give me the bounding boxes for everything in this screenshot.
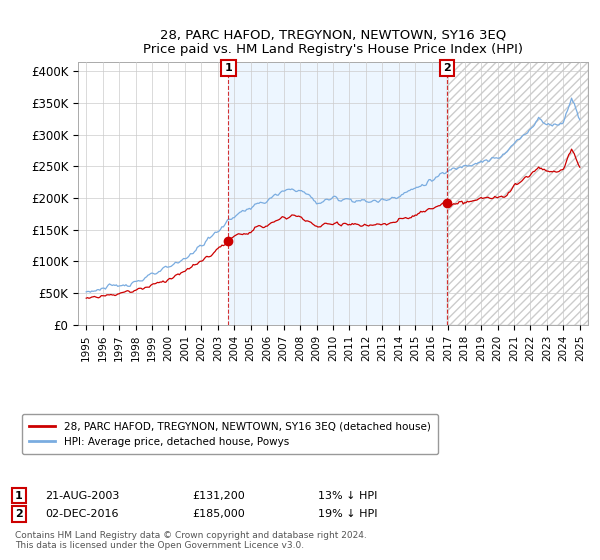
Text: 21-AUG-2003: 21-AUG-2003 xyxy=(45,491,119,501)
Text: 02-DEC-2016: 02-DEC-2016 xyxy=(45,509,119,519)
Text: 13% ↓ HPI: 13% ↓ HPI xyxy=(318,491,377,501)
Legend: 28, PARC HAFOD, TREGYNON, NEWTOWN, SY16 3EQ (detached house), HPI: Average price: 28, PARC HAFOD, TREGYNON, NEWTOWN, SY16 … xyxy=(22,414,438,454)
Text: £131,200: £131,200 xyxy=(192,491,245,501)
Text: 19% ↓ HPI: 19% ↓ HPI xyxy=(318,509,377,519)
Bar xyxy=(229,62,447,325)
Text: Contains HM Land Registry data © Crown copyright and database right 2024.: Contains HM Land Registry data © Crown c… xyxy=(15,531,367,540)
Bar xyxy=(447,62,588,325)
Text: This data is licensed under the Open Government Licence v3.0.: This data is licensed under the Open Gov… xyxy=(15,541,304,550)
Title: 28, PARC HAFOD, TREGYNON, NEWTOWN, SY16 3EQ
Price paid vs. HM Land Registry's Ho: 28, PARC HAFOD, TREGYNON, NEWTOWN, SY16 … xyxy=(143,28,523,56)
Text: 2: 2 xyxy=(15,509,23,519)
Text: £185,000: £185,000 xyxy=(192,509,245,519)
Text: 1: 1 xyxy=(15,491,23,501)
Text: 1: 1 xyxy=(224,63,232,73)
Text: 2: 2 xyxy=(443,63,451,73)
